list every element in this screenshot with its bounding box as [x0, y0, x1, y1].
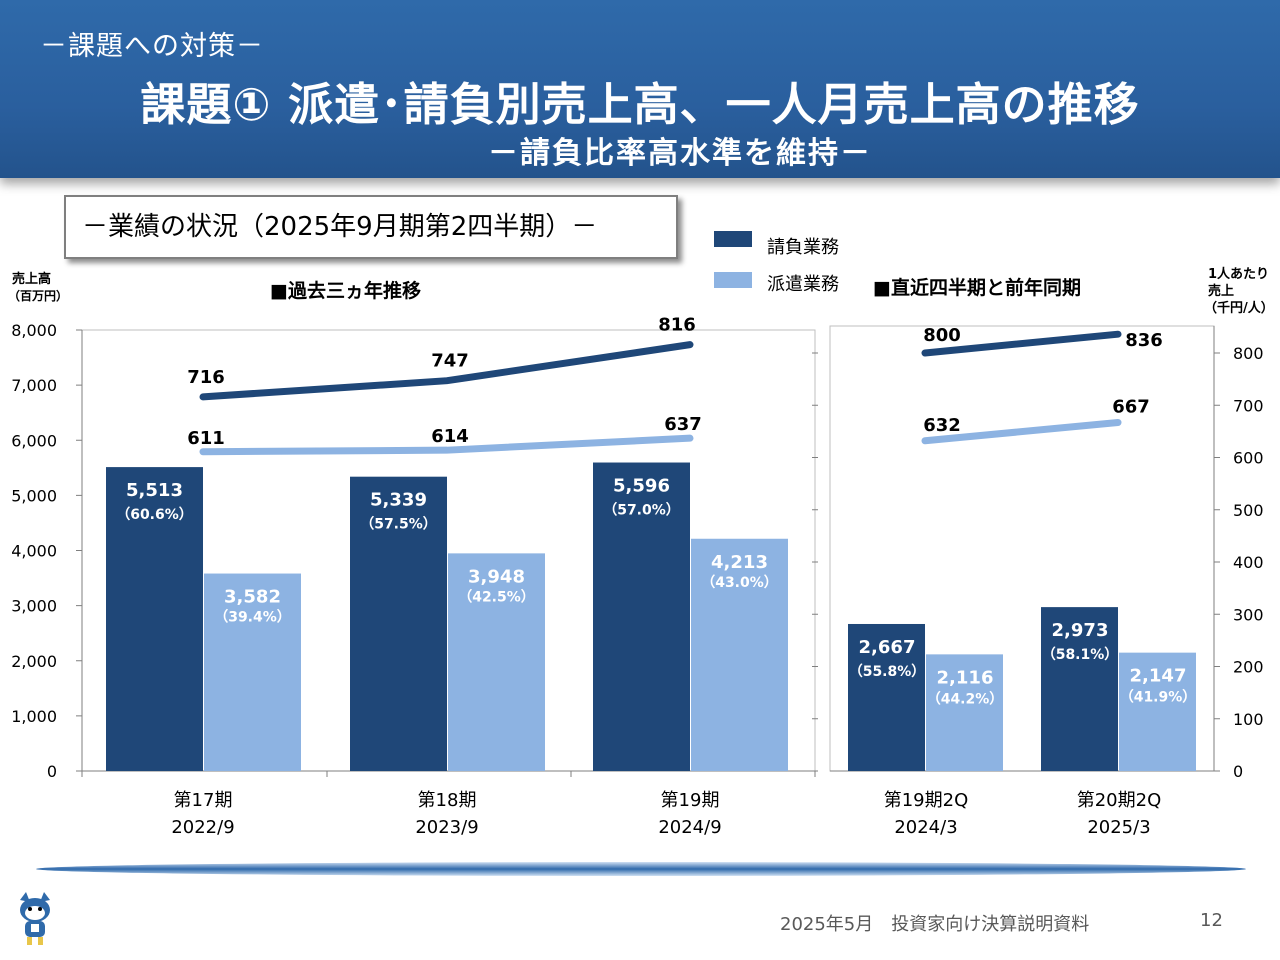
y2-tick-label: 500 [1233, 501, 1264, 520]
x-category-label: 第20期2Q [1077, 790, 1162, 811]
bar-dispatch [691, 538, 788, 771]
bar-label-dispatch: 3,948 [468, 566, 525, 587]
right-panel-title: ■直近四半期と前年同期 [873, 277, 1081, 299]
x-category-label: 第19期2Q [884, 790, 969, 811]
y2-tick-label: 0 [1233, 762, 1243, 781]
page-number: 12 [1200, 910, 1223, 931]
y-tick-label: 6,000 [11, 431, 57, 450]
bar-contract [106, 467, 203, 771]
y2-tick-label: 200 [1233, 658, 1264, 677]
legend-label-contract: 請負業務 [767, 237, 839, 258]
y-tick-label: 4,000 [11, 542, 57, 561]
y-tick-label: 3,000 [11, 597, 57, 616]
x-category-label: 第18期 [418, 790, 477, 811]
right-axis-unit-line1: 1人あたり [1208, 267, 1270, 282]
bar-contract [350, 476, 447, 771]
bar-label-dispatch: 4,213 [711, 552, 768, 573]
line-label-dispatch: 632 [923, 415, 961, 436]
left-panel-title: ■過去三ヵ年推移 [270, 280, 421, 302]
bar-label-contract: 5,596 [613, 476, 670, 497]
legend-swatch-contract [714, 231, 752, 247]
line-label-contract: 800 [923, 325, 961, 346]
mascot-logo [12, 890, 58, 950]
y-tick-label: 7,000 [11, 376, 57, 395]
legend-swatch-dispatch [714, 272, 752, 288]
right-axis-unit-line2: 売上 [1208, 284, 1235, 299]
line-contract [199, 341, 694, 401]
bar-pct-contract: （55.8%） [849, 664, 926, 680]
bar-dispatch [204, 573, 301, 771]
bar-label-contract: 2,667 [859, 637, 916, 658]
bar-label-dispatch: 2,116 [937, 667, 994, 688]
bar-pct-contract: （60.6%） [116, 507, 193, 523]
bar-pct-dispatch: （42.5%） [458, 589, 535, 605]
line-dispatch [199, 434, 694, 456]
footer-divider [36, 862, 1246, 876]
bar-pct-contract: （58.1%） [1042, 647, 1119, 663]
left-axis-unit: 売上高 （百万円） [8, 271, 68, 305]
bar-label-dispatch: 3,582 [224, 587, 281, 608]
bar-pct-dispatch: （44.2%） [927, 691, 1004, 707]
bar-pct-dispatch: （41.9%） [1120, 690, 1197, 706]
x-category-sub: 2023/9 [415, 817, 478, 838]
right-axis-unit: 1人あたり 売上 （千円/人） [1204, 266, 1274, 317]
y2-tick-label: 800 [1233, 344, 1264, 363]
bar-contract [1041, 607, 1118, 771]
bar-label-dispatch: 2,147 [1130, 666, 1187, 687]
bar-pct-dispatch: （39.4%） [214, 610, 291, 626]
x-category-sub: 2024/3 [894, 817, 957, 838]
line-label-contract: 816 [658, 315, 696, 336]
x-category-label: 第19期 [661, 790, 720, 811]
line-label-contract: 716 [187, 367, 225, 388]
bar-label-contract: 5,513 [126, 480, 183, 501]
right-axis-unit-line3: （千円/人） [1204, 301, 1274, 316]
x-category-label: 第17期 [174, 790, 233, 811]
page-subtitle: －請負比率高水準を維持－ [488, 136, 872, 171]
page-title: 課題① 派遣･請負別売上高、一人月売上高の推移 [140, 78, 1140, 131]
bar-dispatch [448, 553, 545, 771]
y2-tick-label: 700 [1233, 396, 1264, 415]
x-category-sub: 2022/9 [171, 817, 234, 838]
y-tick-label: 2,000 [11, 652, 57, 671]
y2-tick-label: 600 [1233, 449, 1264, 468]
bar-contract [848, 623, 925, 771]
y-tick-label: 0 [47, 762, 57, 781]
bar-pct-dispatch: （43.0%） [701, 575, 778, 591]
x-category-sub: 2025/3 [1087, 817, 1150, 838]
y-tick-label: 1,000 [11, 707, 57, 726]
line-label-dispatch: 611 [187, 428, 225, 449]
line-label-contract: 747 [431, 351, 469, 372]
line-label-dispatch: 667 [1112, 396, 1150, 417]
section-title: －業績の状況（2025年9月期第2四半期）－ [64, 195, 678, 259]
bar-contract [593, 462, 690, 771]
line-contract [921, 330, 1122, 357]
bar-dispatch [1119, 652, 1196, 771]
line-label-dispatch: 637 [664, 414, 702, 435]
y2-tick-label: 300 [1233, 605, 1264, 624]
bar-label-contract: 5,339 [370, 490, 427, 511]
bar-pct-contract: （57.5%） [360, 517, 437, 533]
footer-text: 2025年5月 投資家向け決算説明資料 [780, 914, 1090, 935]
x-category-sub: 2024/9 [658, 817, 721, 838]
line-label-dispatch: 614 [431, 426, 469, 447]
bar-pct-contract: （57.0%） [603, 503, 680, 519]
legend-label-dispatch: 派遣業務 [767, 274, 839, 295]
header-banner: －課題への対策－ 課題① 派遣･請負別売上高、一人月売上高の推移 －請負比率高水… [0, 0, 1280, 178]
left-axis-unit-line1: 売上高 [12, 272, 52, 287]
y2-tick-label: 400 [1233, 553, 1264, 572]
y-tick-label: 8,000 [11, 321, 57, 340]
y-tick-label: 5,000 [11, 486, 57, 505]
line-dispatch [921, 418, 1122, 445]
left-axis-unit-line2: （百万円） [8, 289, 69, 303]
header-kicker: －課題への対策－ [40, 31, 264, 62]
bar-label-contract: 2,973 [1052, 620, 1109, 641]
bar-dispatch [926, 654, 1003, 771]
line-label-contract: 836 [1125, 330, 1163, 351]
y2-tick-label: 100 [1233, 710, 1264, 729]
